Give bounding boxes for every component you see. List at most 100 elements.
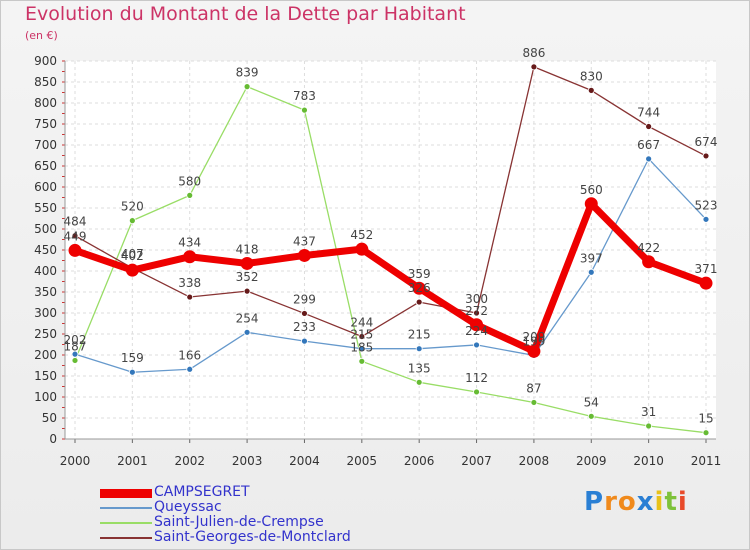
y-tick-label: 850 — [34, 75, 57, 89]
data-label-saint-julien-de-crempse: 520 — [121, 200, 144, 214]
data-point-saint-julien-de-crempse — [186, 191, 194, 199]
chart-subtitle: (en €) — [25, 29, 58, 42]
data-label-queyssac: 199 — [522, 334, 545, 348]
data-label-queyssac: 397 — [580, 251, 603, 265]
data-label-saint-georges-de-montclard: 744 — [637, 106, 660, 120]
data-point-queyssac — [358, 345, 366, 353]
data-label-campsegret: 209 — [522, 330, 545, 344]
data-point-saint-julien-de-crempse — [128, 217, 136, 225]
data-label-queyssac: 224 — [465, 324, 488, 338]
data-point-campsegret — [125, 263, 139, 277]
data-point-campsegret — [584, 197, 598, 211]
y-tick-label: 650 — [34, 159, 57, 173]
data-label-queyssac: 202 — [64, 333, 87, 347]
data-label-saint-julien-de-crempse: 187 — [64, 339, 87, 353]
data-point-saint-julien-de-crempse — [358, 357, 366, 365]
data-label-campsegret: 359 — [408, 267, 431, 281]
y-tick-label: 700 — [34, 138, 57, 152]
x-tick-label: 2005 — [347, 454, 378, 468]
data-point-queyssac — [415, 345, 423, 353]
data-point-saint-julien-de-crempse — [530, 399, 538, 406]
data-point-saint-georges-de-montclard — [702, 152, 710, 160]
y-tick-label: 600 — [34, 180, 57, 194]
data-label-queyssac: 254 — [236, 311, 259, 325]
data-point-queyssac — [645, 155, 653, 163]
data-point-saint-julien-de-crempse — [415, 378, 423, 386]
data-point-saint-georges-de-montclard — [645, 123, 653, 130]
data-point-queyssac — [301, 337, 308, 345]
data-point-saint-georges-de-montclard — [186, 293, 194, 301]
data-point-campsegret — [699, 276, 713, 290]
data-label-saint-julien-de-crempse: 112 — [465, 371, 488, 385]
x-tick-label: 2010 — [633, 454, 664, 468]
data-label-saint-julien-de-crempse: 783 — [293, 89, 316, 103]
data-label-saint-georges-de-montclard: 338 — [178, 276, 201, 290]
data-label-saint-georges-de-montclard: 674 — [695, 135, 718, 149]
data-point-campsegret — [297, 248, 311, 262]
data-labels: 187 520 580 839 783 185 135 112 87 54 31 15 202 159 16… — [64, 46, 718, 426]
x-tick-label: 2007 — [461, 454, 492, 468]
data-point-saint-julien-de-crempse — [301, 106, 308, 114]
data-point-queyssac — [702, 215, 710, 223]
y-tick-label: 0 — [49, 432, 57, 446]
data-label-saint-georges-de-montclard: 299 — [293, 292, 316, 306]
data-label-campsegret: 560 — [580, 183, 603, 197]
x-tick-label: 2001 — [117, 454, 148, 468]
proxiti-logo: Proxiti — [584, 487, 688, 517]
legend-label: Saint-Georges-de-Montclard — [154, 529, 351, 545]
data-label-queyssac: 523 — [695, 198, 718, 212]
y-tick-label: 400 — [34, 264, 57, 278]
logo-letter: t — [664, 487, 678, 517]
x-tick-label: 2004 — [289, 454, 320, 468]
data-label-campsegret: 434 — [178, 236, 201, 250]
logo-letter: i — [677, 487, 688, 517]
data-point-campsegret — [527, 344, 541, 358]
data-point-saint-julien-de-crempse — [473, 388, 480, 396]
y-tick-label: 800 — [34, 96, 57, 110]
x-tick-label: 2000 — [60, 454, 91, 468]
data-label-saint-georges-de-montclard: 300 — [465, 292, 488, 306]
data-label-saint-julien-de-crempse: 15 — [698, 412, 713, 426]
data-label-saint-julien-de-crempse: 135 — [408, 361, 431, 375]
y-tick-label: 500 — [34, 222, 57, 236]
chart-title: Evolution du Montant de la Dette par Hab… — [25, 3, 466, 25]
data-point-saint-georges-de-montclard — [473, 309, 480, 317]
data-label-campsegret: 452 — [350, 228, 373, 242]
data-point-saint-julien-de-crempse — [702, 429, 710, 437]
data-label-saint-georges-de-montclard: 484 — [64, 215, 87, 229]
data-label-queyssac: 159 — [121, 351, 144, 365]
data-label-queyssac: 215 — [350, 328, 373, 342]
y-tick-label: 200 — [34, 348, 57, 362]
series-line-campsegret — [71, 200, 710, 355]
x-tick-label: 2002 — [174, 454, 205, 468]
data-point-saint-georges-de-montclard — [530, 63, 538, 71]
data-label-campsegret: 371 — [695, 262, 718, 276]
axes: 0 50 100 150 200 250 300 350 400 450 500 550 600 650 7… — [34, 54, 721, 468]
x-tick-label: 2003 — [232, 454, 263, 468]
data-label-campsegret: 437 — [293, 234, 316, 248]
data-point-saint-julien-de-crempse — [71, 357, 79, 364]
series-line-saint-julien-de-crempse — [74, 85, 707, 434]
series-lines — [71, 66, 710, 434]
y-tick-label: 350 — [34, 285, 57, 299]
y-tick-label: 550 — [34, 201, 57, 215]
data-label-saint-georges-de-montclard: 407 — [121, 247, 144, 261]
data-point-saint-georges-de-montclard — [243, 287, 251, 295]
data-label-saint-julien-de-crempse: 31 — [641, 405, 656, 419]
data-label-saint-julien-de-crempse: 839 — [236, 66, 259, 80]
data-point-saint-georges-de-montclard — [587, 87, 595, 94]
data-label-saint-julien-de-crempse: 580 — [178, 174, 201, 188]
legend-label: CAMPSEGRET — [154, 484, 250, 500]
data-label-saint-georges-de-montclard: 352 — [236, 270, 259, 284]
data-label-saint-julien-de-crempse: 54 — [584, 395, 599, 409]
data-label-saint-julien-de-crempse: 185 — [350, 340, 373, 354]
x-tick-label: 2008 — [519, 454, 550, 468]
data-point-queyssac — [71, 350, 79, 358]
logo-letter: x — [636, 487, 655, 517]
legend-swatch — [100, 522, 152, 524]
y-tick-label: 300 — [34, 306, 57, 320]
data-point-saint-julien-de-crempse — [243, 83, 251, 91]
data-point-queyssac — [473, 341, 480, 349]
data-point-queyssac — [128, 368, 136, 376]
data-point-queyssac — [186, 365, 194, 373]
